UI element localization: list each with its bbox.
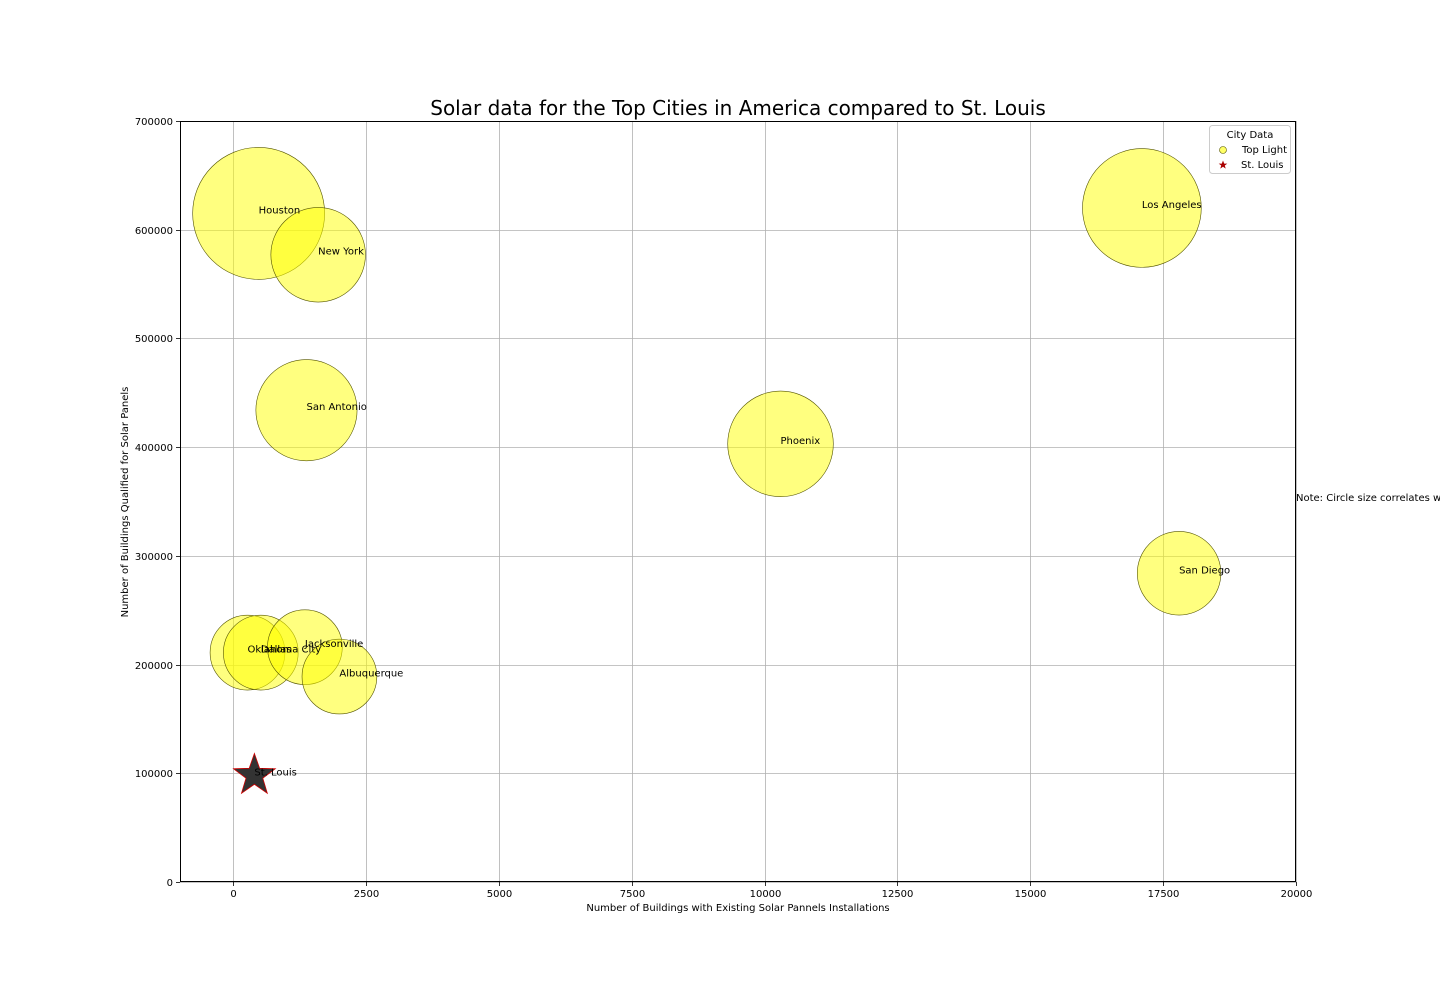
legend: City Data Top Light St. Louis [1209,125,1291,174]
bubble-san-diego [1136,531,1222,616]
city-label-oklahoma-city: Oklahoma City [247,645,321,656]
city-label-phoenix: Phoenix [781,436,821,447]
label-layer: Houston New York San Antonio Phoenix Los Ang… [247,200,1230,778]
bubble-new-york [270,207,366,303]
x-tick-label: 17500 [1148,889,1180,900]
y-tick-label: 200000 [135,661,173,672]
x-tick-label: 7500 [620,889,645,900]
x-tick-label: 10000 [750,889,782,900]
city-label-new-york: New York [318,247,364,258]
bubble-san-antonio [255,359,358,462]
city-label-houston: Houston [259,205,301,216]
bubble-phoenix [727,390,834,497]
x-tick-label: 12500 [882,889,914,900]
city-label-san-antonio: San Antonio [306,402,366,413]
city-label-st-louis: St. Louis [254,767,296,778]
x-tick-label: 2500 [354,889,379,900]
y-tick-label: 500000 [135,334,173,345]
bubble-layer [192,147,1222,795]
x-tick-label: 20000 [1281,889,1313,900]
plot-frame [180,121,1296,882]
legend-title: City Data [1227,130,1274,141]
city-label-jacksonville: Jacksonville [304,639,363,650]
city-label-albuquerque: Albuquerque [339,669,403,680]
legend-marker-top-light [1219,146,1227,154]
y-tick-label: 300000 [135,552,173,563]
y-tick-label: 600000 [135,226,173,237]
chart-title: Solar data for the Top Cities in America… [430,96,1046,120]
x-tick-label: 15000 [1015,889,1047,900]
bubble-albuquerque [301,638,378,715]
legend-label-st-louis: St. Louis [1241,160,1283,171]
tick-layer: 0 2500 5000 7500 10000 12500 15000 17500 2000001… [135,117,1313,900]
y-tick-label: 0 [167,878,173,889]
legend-box [1209,125,1291,174]
city-label-los-angeles: Los Angeles [1142,200,1202,211]
size-note: Note: Circle size correlates w [1296,493,1440,504]
y-tick-label: 100000 [135,769,173,780]
city-label-dallas: Dallas [261,645,292,656]
legend-marker-st-louis [1218,160,1228,169]
x-tick-label: 0 [230,889,236,900]
star-marker-st-louis [232,752,277,795]
city-label-san-diego: San Diego [1179,565,1230,576]
y-axis-title: Number of Buildings Qualified for Solar … [120,387,131,618]
legend-label-top-light: Top Light [1241,145,1287,156]
x-axis-title: Number of Buildings with Existing Solar … [586,903,889,914]
y-tick-label: 700000 [135,117,173,128]
bubble-los-angeles [1082,148,1202,268]
x-tick-label: 5000 [487,889,512,900]
y-tick-label: 400000 [135,443,173,454]
